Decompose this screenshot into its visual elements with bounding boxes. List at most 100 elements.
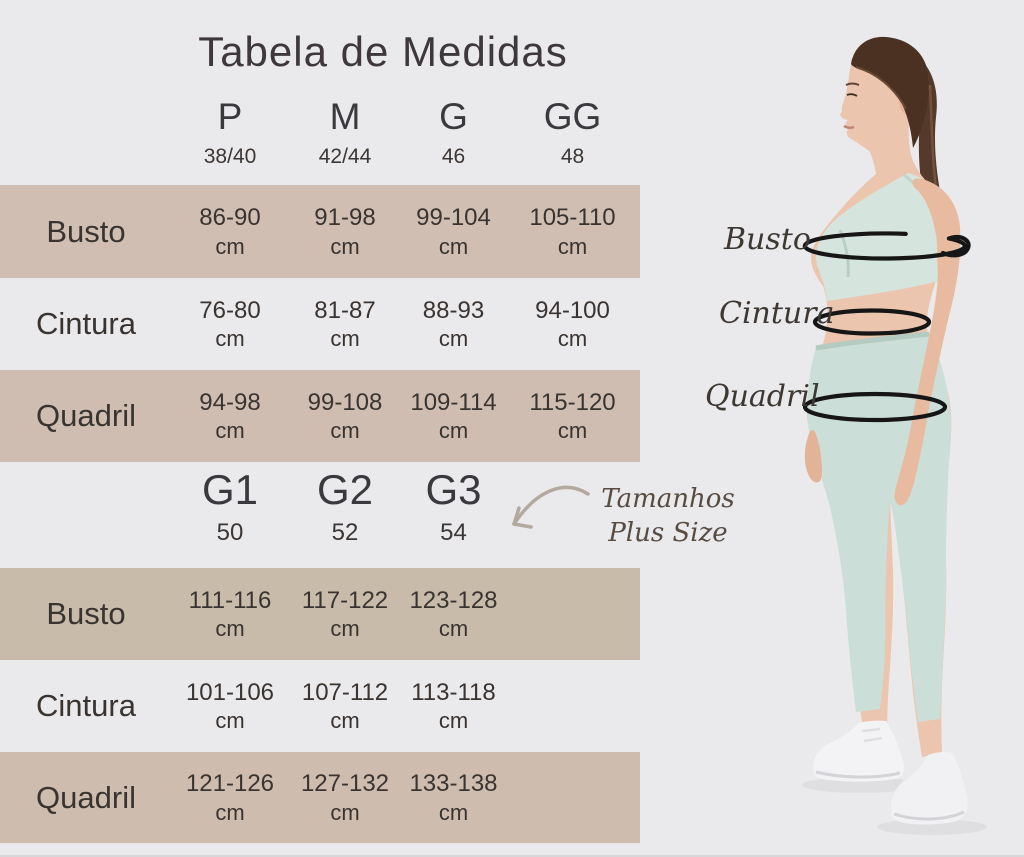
front-sneaker-sole — [815, 770, 901, 779]
eye — [846, 93, 858, 97]
plus-size-annotation-line1: Tamanhos — [601, 484, 735, 514]
table-row-cintura: Cintura 76-80 cm 81-87 cm 88-93 cm 94-100 cm — [0, 278, 640, 370]
front-sneaker — [813, 720, 905, 782]
row-label: Quadril — [36, 398, 136, 433]
size-header-gg: GG 48 — [505, 96, 640, 180]
measurement-cell: 123-128 cm — [402, 586, 505, 641]
measurement-cell: 133-138 cm — [402, 770, 505, 825]
row-label: Cintura — [36, 688, 136, 723]
table-row-busto: Busto 86-90 cm 91-98 cm 99-104 cm 105-110 cm — [0, 185, 640, 278]
back-sneaker — [891, 751, 968, 825]
measurement-unit: cm — [330, 233, 360, 259]
plus-size-arrow-icon — [512, 485, 590, 529]
size-number: 48 — [560, 145, 585, 169]
measurement-cell: 115-120 cm — [505, 388, 640, 443]
row-label: Cintura — [36, 306, 136, 341]
measurement-range: 88-93 — [422, 296, 485, 324]
size-code: G — [439, 96, 468, 137]
measurement-cell: 94-98 cm — [172, 389, 288, 444]
measurement-range: 127-132 — [300, 770, 390, 798]
ground-shadow — [802, 777, 918, 793]
ground-shadow — [877, 819, 987, 835]
measurement-unit: cm — [438, 326, 469, 352]
bust-measure-curl — [940, 235, 971, 258]
waist-measure-line — [812, 308, 932, 336]
bust-measure-line — [802, 231, 967, 261]
hip-measure-line — [802, 391, 948, 423]
size-number: 38/40 — [203, 145, 257, 169]
table-row-quadril-plus: Quadril 121-126 cm 127-132 cm 133-138 cm — [0, 752, 640, 843]
measurement-range: 121-126 — [185, 770, 275, 798]
size-header-p: P 38/40 — [172, 96, 288, 180]
figure-waist-label: Cintura — [719, 296, 835, 331]
row-label: Busto — [46, 596, 126, 631]
measurement-range: 115-120 — [529, 388, 616, 416]
size-header-g2: G2 52 — [288, 466, 402, 562]
measurement-unit: cm — [215, 799, 245, 825]
measurement-range: 111-116 — [188, 586, 272, 614]
size-code: GG — [543, 96, 602, 137]
measurement-unit: cm — [557, 233, 588, 259]
measurement-range: 123-128 — [409, 586, 498, 614]
measurement-cell: 105-110 cm — [505, 204, 640, 259]
size-code: P — [217, 96, 243, 137]
measurement-range: 99-104 — [416, 204, 491, 232]
measurement-range: 133-138 — [409, 770, 498, 798]
page-title: Tabela de Medidas — [198, 28, 568, 75]
measurement-range: 117-122 — [301, 586, 389, 614]
plus-size-header: G1 50 G2 52 G3 54 — [0, 466, 640, 562]
header-spacer — [0, 96, 172, 180]
measurement-range: 99-108 — [307, 388, 383, 416]
row-label: Busto — [46, 213, 126, 249]
model-photo-illustration — [802, 36, 987, 835]
measurement-unit: cm — [215, 708, 245, 734]
measurement-unit: cm — [215, 418, 245, 444]
measurement-cell: 107-112 cm — [288, 678, 402, 734]
measurement-range: 105-110 — [529, 204, 616, 232]
size-number: 46 — [441, 145, 466, 169]
measurement-unit: cm — [330, 616, 360, 642]
measurement-unit: cm — [438, 418, 469, 444]
measurement-unit: cm — [438, 233, 469, 259]
size-header-m: M 42/44 — [288, 96, 402, 180]
measurement-cell: 111-116 cm — [172, 586, 288, 642]
measurement-unit: cm — [215, 616, 245, 642]
size-number: 52 — [331, 519, 359, 547]
measurement-cell: 121-126 cm — [172, 770, 288, 825]
measurement-lines — [802, 231, 971, 423]
size-number: 42/44 — [318, 145, 372, 169]
measurement-unit: cm — [438, 708, 469, 734]
table-row-busto-plus: Busto 111-116 cm 117-122 cm 123-128 cm — [0, 568, 640, 660]
measurement-cell: 109-114 cm — [402, 388, 505, 444]
back-sneaker-sole — [893, 810, 965, 821]
measurement-range: 109-114 — [410, 388, 497, 416]
hair-part-line — [855, 66, 907, 110]
standard-size-header: P 38/40 M 42/44 G 46 GG 48 — [0, 96, 640, 180]
measurement-cell: 101-106 cm — [172, 679, 288, 734]
measurement-cell: 86-90 cm — [172, 204, 288, 258]
measurement-range: 81-87 — [314, 296, 376, 324]
measurement-unit: cm — [557, 326, 588, 352]
measurement-range: 94-100 — [535, 296, 610, 324]
bottom-edge-divider — [0, 855, 1024, 857]
lips — [843, 124, 855, 129]
measurement-range: 76-80 — [199, 296, 261, 324]
eyebrow — [845, 82, 860, 86]
measurement-unit: cm — [330, 799, 360, 825]
figure-bust-label: Busto — [724, 222, 811, 257]
measurement-unit: cm — [330, 708, 360, 734]
row-label: Quadril — [36, 779, 136, 815]
size-number: 54 — [440, 519, 467, 547]
measurement-cell: 91-98 cm — [288, 204, 402, 259]
plus-size-annotation-line2: Plus Size — [608, 518, 728, 548]
size-code: G3 — [425, 466, 482, 513]
table-row-cintura-plus: Cintura 101-106 cm 107-112 cm 113-118 cm — [0, 660, 640, 752]
measurement-unit: cm — [438, 799, 469, 825]
measurement-cell: 88-93 cm — [402, 296, 505, 352]
front-sneaker-laces — [861, 727, 883, 743]
measurement-cell: 117-122 cm — [288, 586, 402, 642]
measurement-cell: 127-132 cm — [288, 770, 402, 825]
measurement-unit: cm — [330, 326, 360, 352]
measurement-range: 107-112 — [301, 678, 389, 706]
